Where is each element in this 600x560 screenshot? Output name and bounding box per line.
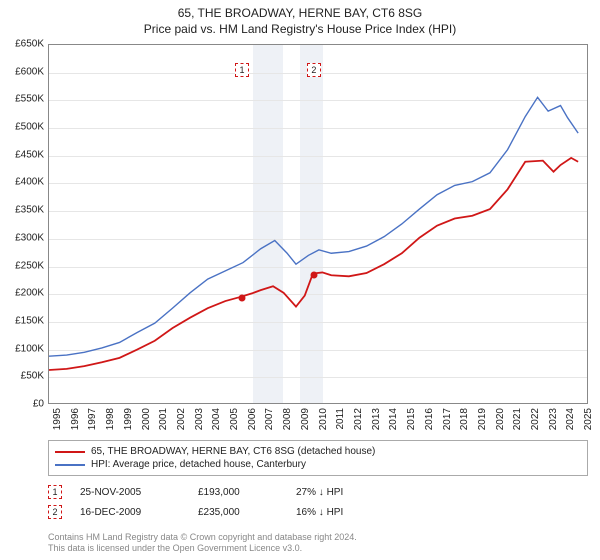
x-tick-label: 1999 [123,408,134,430]
y-tick-label: £650K [2,39,44,50]
sale-row-marker: 2 [48,505,62,519]
legend-item: HPI: Average price, detached house, Cant… [55,458,581,471]
sale-marker-label: 1 [235,63,249,77]
x-tick-label: 1995 [52,408,63,430]
sale-marker-dot [238,295,245,302]
x-tick-label: 2024 [565,408,576,430]
y-tick-label: £250K [2,260,44,271]
y-tick-label: £150K [2,315,44,326]
y-tick-label: £400K [2,177,44,188]
chart-plot-area: 12 [48,44,588,404]
y-tick-label: £600K [2,66,44,77]
x-tick-label: 2008 [282,408,293,430]
x-tick-label: 2015 [406,408,417,430]
y-tick-label: £500K [2,122,44,133]
legend-swatch [55,451,85,453]
attribution-line1: Contains HM Land Registry data © Crown c… [48,532,588,543]
x-tick-label: 2014 [388,408,399,430]
y-tick-label: £350K [2,205,44,216]
legend-swatch [55,464,85,466]
x-tick-label: 2001 [158,408,169,430]
sale-marker-label: 2 [307,63,321,77]
y-tick-label: £450K [2,149,44,160]
y-tick-label: £100K [2,343,44,354]
x-tick-label: 2017 [442,408,453,430]
x-tick-label: 2002 [176,408,187,430]
sale-marker-dot [310,271,317,278]
sale-row-marker: 1 [48,485,62,499]
y-tick-label: £550K [2,94,44,105]
sale-row: 2 16-DEC-2009 £235,000 16% ↓ HPI [48,502,588,522]
x-tick-label: 2003 [194,408,205,430]
x-tick-label: 2012 [353,408,364,430]
x-tick-label: 1997 [87,408,98,430]
x-tick-label: 1998 [105,408,116,430]
sale-row-price: £193,000 [198,487,278,498]
x-tick-label: 2010 [318,408,329,430]
x-tick-label: 2018 [459,408,470,430]
x-tick-label: 2009 [300,408,311,430]
x-tick-label: 2021 [512,408,523,430]
x-tick-label: 2005 [229,408,240,430]
y-tick-label: £50K [2,371,44,382]
x-tick-label: 2022 [530,408,541,430]
chart-legend: 65, THE BROADWAY, HERNE BAY, CT6 8SG (de… [48,440,588,476]
sale-row-date: 16-DEC-2009 [80,507,180,518]
x-tick-label: 2006 [247,408,258,430]
sale-row-price: £235,000 [198,507,278,518]
x-tick-label: 1996 [70,408,81,430]
chart-subtitle: Price paid vs. HM Land Registry's House … [0,20,600,36]
sale-row-pct: 16% ↓ HPI [296,507,406,518]
sale-row-pct: 27% ↓ HPI [296,487,406,498]
x-tick-label: 2025 [583,408,594,430]
sales-table: 1 25-NOV-2005 £193,000 27% ↓ HPI 2 16-DEC-200… [48,482,588,522]
attribution-text: Contains HM Land Registry data © Crown c… [48,532,588,555]
series-line [49,97,578,356]
x-tick-label: 2013 [371,408,382,430]
x-tick-label: 2016 [424,408,435,430]
x-tick-label: 2000 [141,408,152,430]
x-tick-label: 2023 [548,408,559,430]
chart-title-address: 65, THE BROADWAY, HERNE BAY, CT6 8SG [0,0,600,20]
x-tick-label: 2019 [477,408,488,430]
x-tick-label: 2011 [335,408,346,430]
x-tick-label: 2020 [495,408,506,430]
legend-label: HPI: Average price, detached house, Cant… [91,459,306,470]
y-tick-label: £300K [2,232,44,243]
attribution-line2: This data is licensed under the Open Gov… [48,543,588,554]
chart-svg [49,45,587,403]
x-tick-label: 2004 [211,408,222,430]
y-tick-label: £200K [2,288,44,299]
legend-item: 65, THE BROADWAY, HERNE BAY, CT6 8SG (de… [55,445,581,458]
sale-row: 1 25-NOV-2005 £193,000 27% ↓ HPI [48,482,588,502]
y-tick-label: £0 [2,399,44,410]
x-tick-label: 2007 [264,408,275,430]
legend-label: 65, THE BROADWAY, HERNE BAY, CT6 8SG (de… [91,446,375,457]
sale-row-date: 25-NOV-2005 [80,487,180,498]
